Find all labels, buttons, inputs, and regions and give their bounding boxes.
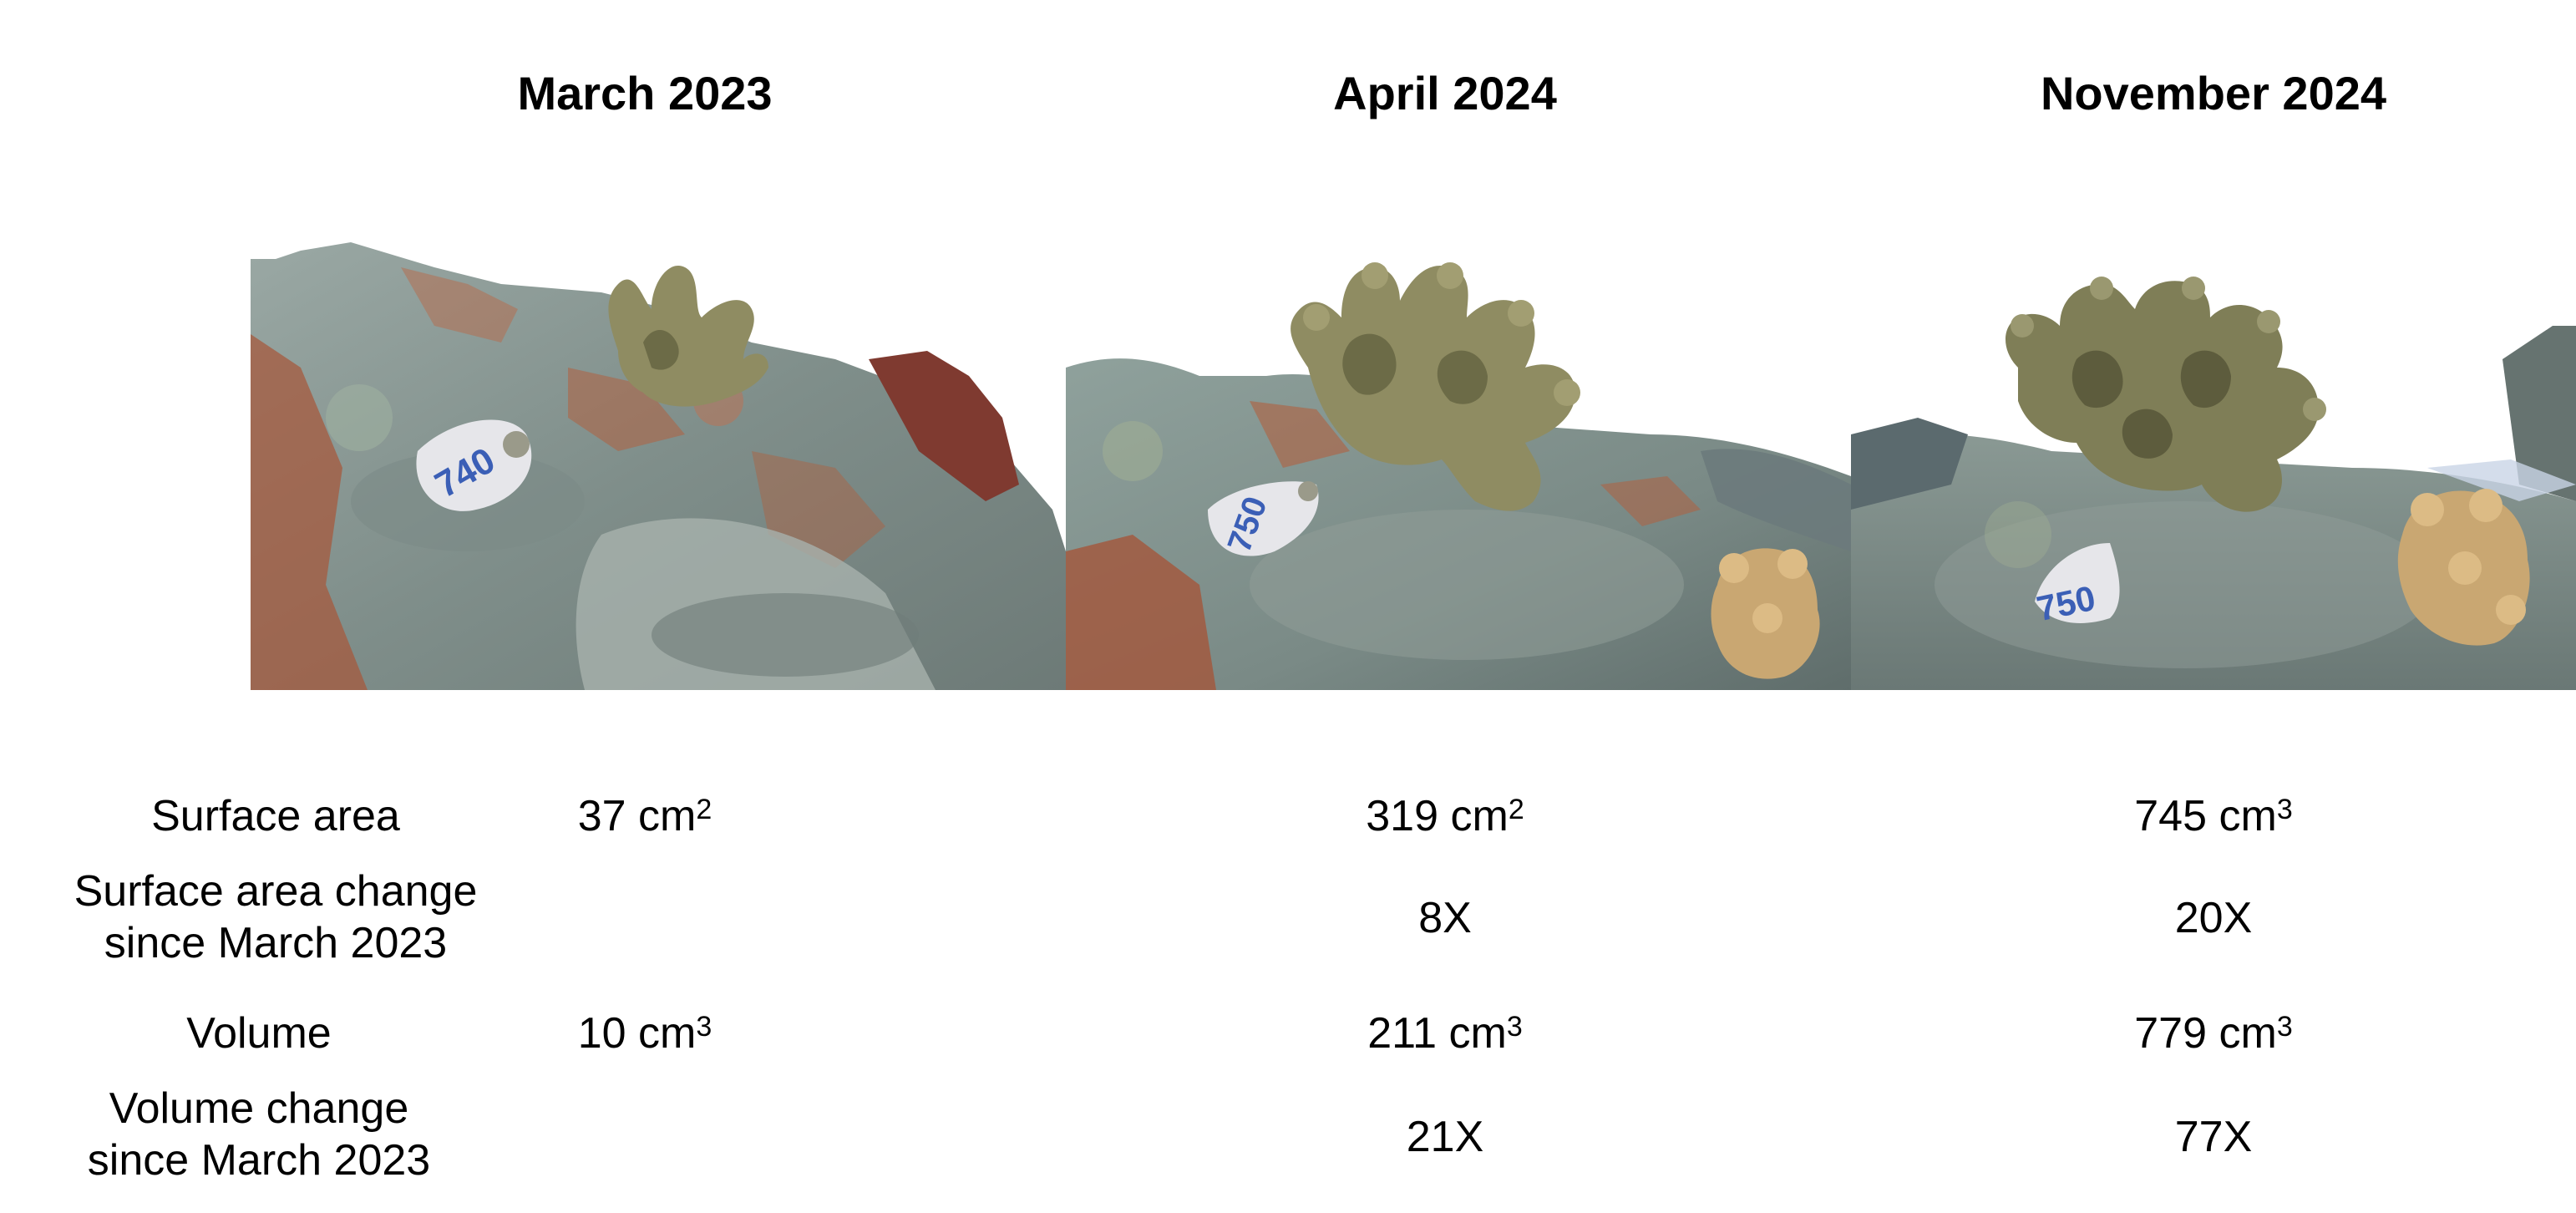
- coral-photo-april-2024: 750: [1066, 234, 1851, 690]
- volume-november-2024: 779 cm3: [2134, 1009, 2293, 1058]
- surface-area-april-2024: 319 cm2: [1366, 792, 1524, 840]
- coral-photo-april-2024-image: 750: [1066, 234, 1851, 690]
- volume-march-2023: 10 cm3: [577, 1009, 712, 1058]
- neighbouring-coral-icon: [2397, 489, 2530, 646]
- row-label-surface-area: Surface area: [151, 792, 400, 840]
- volume-change-november-2024: 77X: [2174, 1113, 2253, 1161]
- row-label-volume: Volume: [186, 1009, 332, 1058]
- surface-area-change-april-2024: 8X: [1418, 894, 1472, 942]
- surface-area-march-2023: 37 cm2: [577, 792, 712, 840]
- surface-area-november-2024: 745 cm3: [2134, 792, 2293, 840]
- volume-april-2024: 211 cm3: [1367, 1009, 1523, 1058]
- coral-photo-november-2024: 750: [1851, 234, 2576, 690]
- coral-colony-icon: [1291, 262, 1580, 511]
- specimen-tag-icon: 750: [1208, 481, 1319, 557]
- coral-colony-icon: [608, 266, 768, 407]
- column-title-march-2023: March 2023: [517, 67, 773, 119]
- coral-photo-march-2023: 740: [251, 234, 1066, 690]
- coral-photo-november-2024-image: 750: [1851, 234, 2576, 690]
- row-label-surface-area-change: Surface area change since March 2023: [74, 867, 478, 967]
- neighbouring-coral-icon: [1711, 548, 1820, 679]
- column-title-april-2024: April 2024: [1333, 67, 1557, 119]
- volume-change-april-2024: 21X: [1406, 1113, 1484, 1161]
- row-label-volume-change: Volume change since March 2023: [87, 1084, 431, 1185]
- surface-area-change-november-2024: 20X: [2174, 894, 2253, 942]
- specimen-tag-icon: 740: [416, 419, 532, 511]
- coral-colony-icon: [2006, 277, 2326, 512]
- coral-photo-march-2023-image: 740: [251, 234, 1066, 690]
- specimen-tag-icon: 750: [2033, 543, 2120, 628]
- column-title-november-2024: November 2024: [2040, 67, 2386, 119]
